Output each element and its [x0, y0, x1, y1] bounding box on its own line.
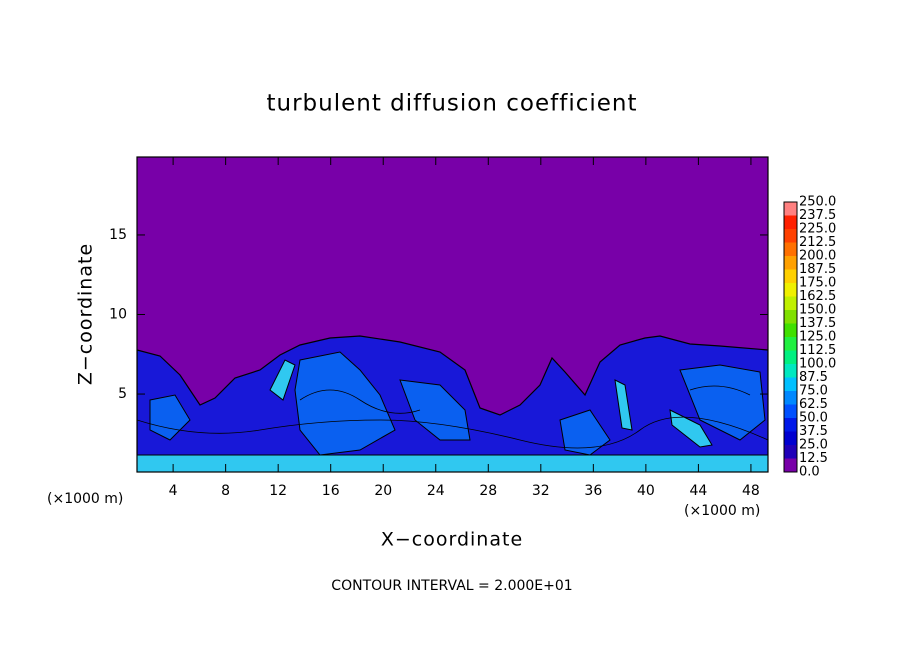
colorbar-swatch: [784, 310, 797, 324]
x-tick-label: 40: [637, 483, 655, 499]
colorbar-swatch: [784, 337, 797, 351]
colorbar-swatch: [784, 418, 797, 432]
x-tick-label: 36: [584, 483, 602, 499]
colorbar-label: 125.0: [799, 330, 836, 345]
x-tick-label: 48: [742, 483, 760, 499]
colorbar-swatch: [784, 458, 797, 472]
x-tick-label: 12: [269, 483, 287, 499]
y-tick-label: 15: [109, 227, 127, 243]
colorbar-label: 200.0: [799, 249, 836, 264]
colorbar-label: 187.5: [799, 262, 836, 277]
colorbar-label: 50.0: [799, 411, 828, 426]
colorbar-label: 87.5: [799, 370, 828, 385]
colorbar-label: 175.0: [799, 276, 836, 291]
x-tick-label: 44: [689, 483, 707, 499]
colorbar-swatch: [784, 323, 797, 337]
chart-title: turbulent diffusion coefficient: [266, 91, 637, 117]
colorbar-label: 12.5: [799, 451, 828, 466]
x-tick-label: 4: [169, 483, 178, 499]
colorbar-swatch: [784, 296, 797, 310]
colorbar-swatch: [784, 391, 797, 405]
colorbar-swatch: [784, 431, 797, 445]
colorbar-swatch: [784, 269, 797, 283]
colorbar-swatch: [784, 229, 797, 243]
colorbar-label: 250.0: [799, 195, 836, 210]
x-unit-label: (×1000 m): [684, 503, 760, 519]
y-tick-label: 5: [118, 386, 127, 402]
colorbar-swatch: [784, 364, 797, 378]
colorbar-label: 100.0: [799, 357, 836, 372]
colorbar-swatch: [784, 350, 797, 364]
colorbar-swatch: [784, 256, 797, 270]
colorbar-label: 137.5: [799, 316, 836, 331]
colorbar-label: 237.5: [799, 208, 836, 223]
colorbar-swatch: [784, 283, 797, 297]
colorbar-label: 212.5: [799, 235, 836, 250]
colorbar-label: 75.0: [799, 384, 828, 399]
x-tick-label: 32: [532, 483, 550, 499]
colorbar-frame: [783, 201, 798, 473]
colorbar-label: 37.5: [799, 424, 828, 439]
colorbar-label: 112.5: [799, 343, 836, 358]
colorbar-swatch: [784, 445, 797, 459]
colorbar-swatch: [784, 242, 797, 256]
x-tick-label: 20: [374, 483, 392, 499]
colorbar-swatch: [784, 377, 797, 391]
colorbar-swatch: [784, 215, 797, 229]
colorbar-swatch: [784, 404, 797, 418]
colorbar-label: 25.0: [799, 438, 828, 453]
colorbar-swatch: [784, 202, 797, 216]
x-axis-label: X−coordinate: [381, 529, 523, 551]
colorbar-label: 62.5: [799, 397, 828, 412]
y-tick-label: 10: [109, 307, 127, 323]
colorbar-label: 225.0: [799, 222, 836, 237]
x-tick-label: 8: [221, 483, 230, 499]
x-tick-label: 16: [322, 483, 340, 499]
y-axis-label: Z−coordinate: [75, 243, 97, 385]
colorbar-label: 0.0: [799, 465, 820, 480]
field: [137, 157, 768, 472]
x-tick-label: 24: [427, 483, 445, 499]
x-tick-label: 28: [479, 483, 497, 499]
y-unit-label: (×1000 m): [47, 491, 123, 507]
colorbar-label: 150.0: [799, 303, 836, 318]
footnote: CONTOUR INTERVAL = 2.000E+01: [331, 578, 572, 594]
colorbar-label: 162.5: [799, 289, 836, 304]
